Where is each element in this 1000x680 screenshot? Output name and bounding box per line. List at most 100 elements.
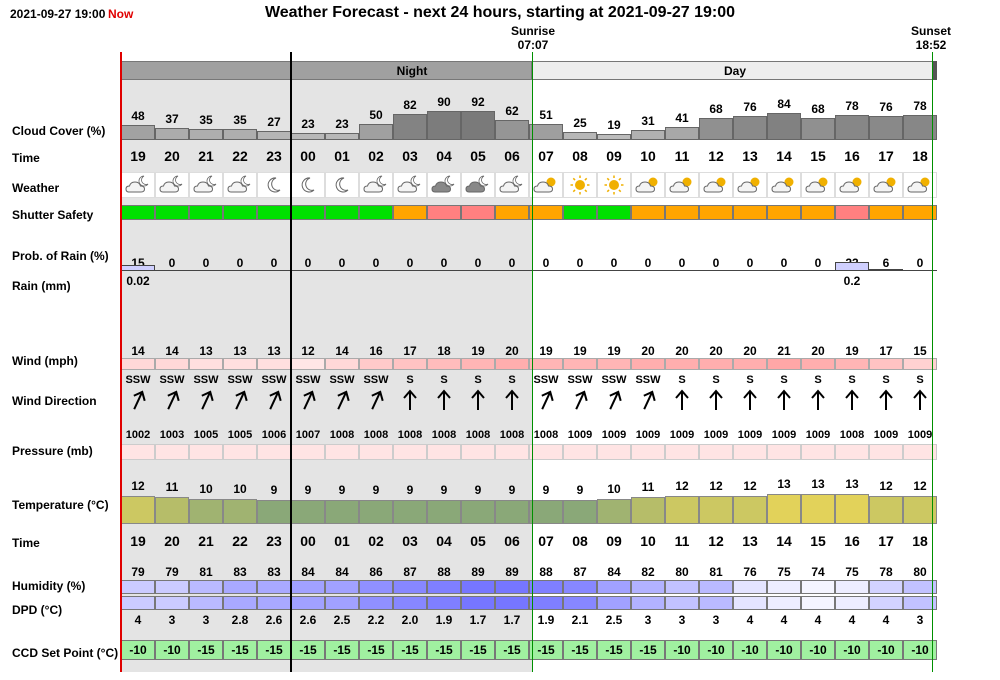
rain-baseline xyxy=(665,270,699,271)
cloud-bar xyxy=(427,111,461,140)
day-band: Day xyxy=(532,61,936,80)
dpd-cell xyxy=(665,596,699,610)
pressure-value: 1003 xyxy=(159,429,185,441)
cloud-bar xyxy=(869,116,903,140)
time-cell: 19 xyxy=(130,533,146,549)
ccd-cell xyxy=(495,640,529,660)
ccd-value: -10 xyxy=(129,643,147,657)
ccd-value: -15 xyxy=(333,643,351,657)
wind-value: 13 xyxy=(267,344,281,358)
ccd-cell xyxy=(393,640,427,660)
pressure-value: 1005 xyxy=(193,429,219,441)
cloud-bar xyxy=(495,120,529,140)
time-cell: 13 xyxy=(742,148,758,164)
partly-cloudy-night-icon xyxy=(359,172,393,198)
wind-arrow-icon xyxy=(767,388,801,414)
humidity-value: 80 xyxy=(913,565,927,579)
temperature-bar xyxy=(325,500,359,524)
rain-baseline xyxy=(121,270,155,271)
rain-value: 0.2 xyxy=(843,274,861,288)
shutter-cell xyxy=(291,205,325,220)
time-cell: 20 xyxy=(164,533,180,549)
dpd-value: 1.7 xyxy=(469,613,487,627)
shutter-cell xyxy=(699,205,733,220)
pressure-cell xyxy=(393,444,427,460)
wind-bar xyxy=(495,358,529,370)
wind-bar xyxy=(665,358,699,370)
wind-arrow-icon xyxy=(155,388,189,414)
temperature-value: 13 xyxy=(811,477,825,491)
humidity-cell xyxy=(495,580,529,594)
label-wind: Wind (mph) xyxy=(12,354,78,368)
pressure-cell xyxy=(223,444,257,460)
band-end-marker xyxy=(932,61,937,80)
wind-bar xyxy=(903,358,937,370)
wind-direction-value: S xyxy=(440,374,448,386)
wind-value: 20 xyxy=(743,344,757,358)
wind-value: 15 xyxy=(913,344,927,358)
shutter-cell xyxy=(257,205,291,220)
pressure-cell xyxy=(257,444,291,460)
pressure-cell xyxy=(801,444,835,460)
wind-value: 12 xyxy=(301,344,315,358)
wind-direction-value: S xyxy=(814,374,822,386)
cloud-bar xyxy=(801,118,835,140)
dpd-cell xyxy=(359,596,393,610)
partly-cloudy-day-icon xyxy=(699,172,733,198)
cloud-value: 35 xyxy=(199,113,213,127)
wind-direction-value: S xyxy=(916,374,924,386)
temperature-bar xyxy=(257,500,291,524)
wind-bar xyxy=(155,358,189,370)
wind-direction-value: S xyxy=(406,374,414,386)
pressure-value: 1002 xyxy=(125,429,151,441)
time-cell: 20 xyxy=(164,148,180,164)
humidity-cell xyxy=(801,580,835,594)
label-cloud-cover: Cloud Cover (%) xyxy=(12,124,106,138)
ccd-cell xyxy=(733,640,767,660)
ccd-cell xyxy=(597,640,631,660)
cloud-bar xyxy=(359,124,393,140)
time-cell: 10 xyxy=(640,148,656,164)
temperature-value: 9 xyxy=(474,483,482,497)
pressure-value: 1007 xyxy=(295,429,321,441)
pressure-cell xyxy=(869,444,903,460)
humidity-cell xyxy=(903,580,937,594)
dpd-cell xyxy=(699,596,733,610)
temperature-value: 9 xyxy=(508,483,516,497)
wind-arrow-icon xyxy=(597,388,631,414)
temperature-value: 13 xyxy=(777,477,791,491)
pressure-cell xyxy=(427,444,461,460)
wind-value: 16 xyxy=(369,344,383,358)
dpd-value: 4 xyxy=(882,613,890,627)
ccd-cell xyxy=(631,640,665,660)
prob-rain-value: 0 xyxy=(236,256,244,270)
partly-cloudy-day-icon xyxy=(835,172,869,198)
shutter-cell xyxy=(121,205,155,220)
pressure-value: 1009 xyxy=(703,429,729,441)
temperature-value: 12 xyxy=(913,478,927,493)
prob-rain-value: 0 xyxy=(542,256,550,270)
pressure-cell xyxy=(121,444,155,460)
wind-value: 20 xyxy=(641,344,655,358)
ccd-value: -10 xyxy=(673,643,691,657)
prob-rain-value: 0 xyxy=(576,256,584,270)
wind-bar xyxy=(563,358,597,370)
time-cell: 01 xyxy=(334,533,350,549)
rain-baseline xyxy=(699,270,733,271)
time-cell: 15 xyxy=(810,148,826,164)
pressure-value: 1008 xyxy=(431,429,457,441)
cloud-value: 76 xyxy=(879,100,893,114)
shutter-cell xyxy=(495,205,529,220)
time-cell: 03 xyxy=(402,533,418,549)
pressure-value: 1009 xyxy=(669,429,695,441)
humidity-cell xyxy=(223,580,257,594)
wind-value: 20 xyxy=(505,344,519,358)
wind-value: 19 xyxy=(539,344,553,358)
dpd-cell xyxy=(495,596,529,610)
cloud-value: 62 xyxy=(505,104,519,118)
pressure-value: 1008 xyxy=(397,429,423,441)
ccd-cell xyxy=(325,640,359,660)
humidity-cell xyxy=(325,580,359,594)
temperature-bar xyxy=(733,495,767,524)
